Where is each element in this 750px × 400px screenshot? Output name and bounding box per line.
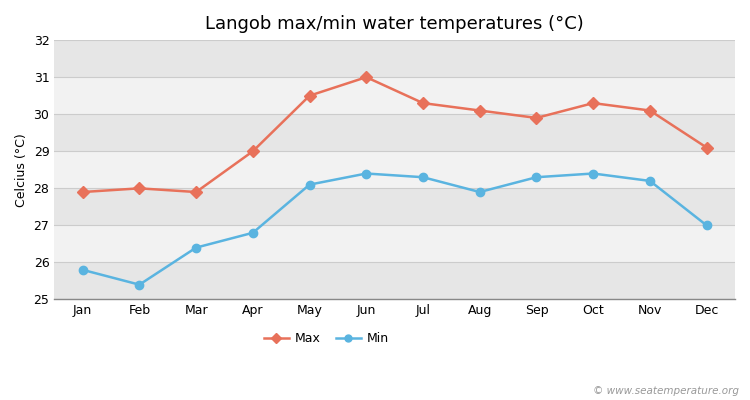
Text: © www.seatemperature.org: © www.seatemperature.org xyxy=(592,386,739,396)
Max xyxy=(248,149,257,154)
Min xyxy=(362,171,370,176)
Min xyxy=(646,178,655,183)
Bar xyxy=(54,77,735,114)
Max xyxy=(78,190,87,194)
Min xyxy=(532,175,541,180)
Max xyxy=(476,108,484,113)
Max xyxy=(362,75,370,80)
Min xyxy=(476,190,484,194)
Min xyxy=(589,171,598,176)
Max xyxy=(532,116,541,120)
Min xyxy=(702,223,711,228)
Min xyxy=(305,182,314,187)
Max xyxy=(135,186,144,191)
Bar xyxy=(54,262,735,300)
Bar xyxy=(54,114,735,151)
Title: Langob max/min water temperatures (°C): Langob max/min water temperatures (°C) xyxy=(206,15,584,33)
Bar xyxy=(54,225,735,262)
Bar xyxy=(54,40,735,77)
Bar xyxy=(54,151,735,188)
Line: Min: Min xyxy=(79,169,711,289)
Y-axis label: Celcius (°C): Celcius (°C) xyxy=(15,133,28,207)
Min xyxy=(248,230,257,235)
Max xyxy=(305,93,314,98)
Max xyxy=(646,108,655,113)
Max xyxy=(702,145,711,150)
Max xyxy=(419,101,428,106)
Min xyxy=(135,282,144,287)
Min xyxy=(191,245,200,250)
Legend: Max, Min: Max, Min xyxy=(259,327,394,350)
Min xyxy=(78,268,87,272)
Max xyxy=(191,190,200,194)
Line: Max: Max xyxy=(79,73,711,196)
Bar xyxy=(54,188,735,225)
Min xyxy=(419,175,428,180)
Max xyxy=(589,101,598,106)
